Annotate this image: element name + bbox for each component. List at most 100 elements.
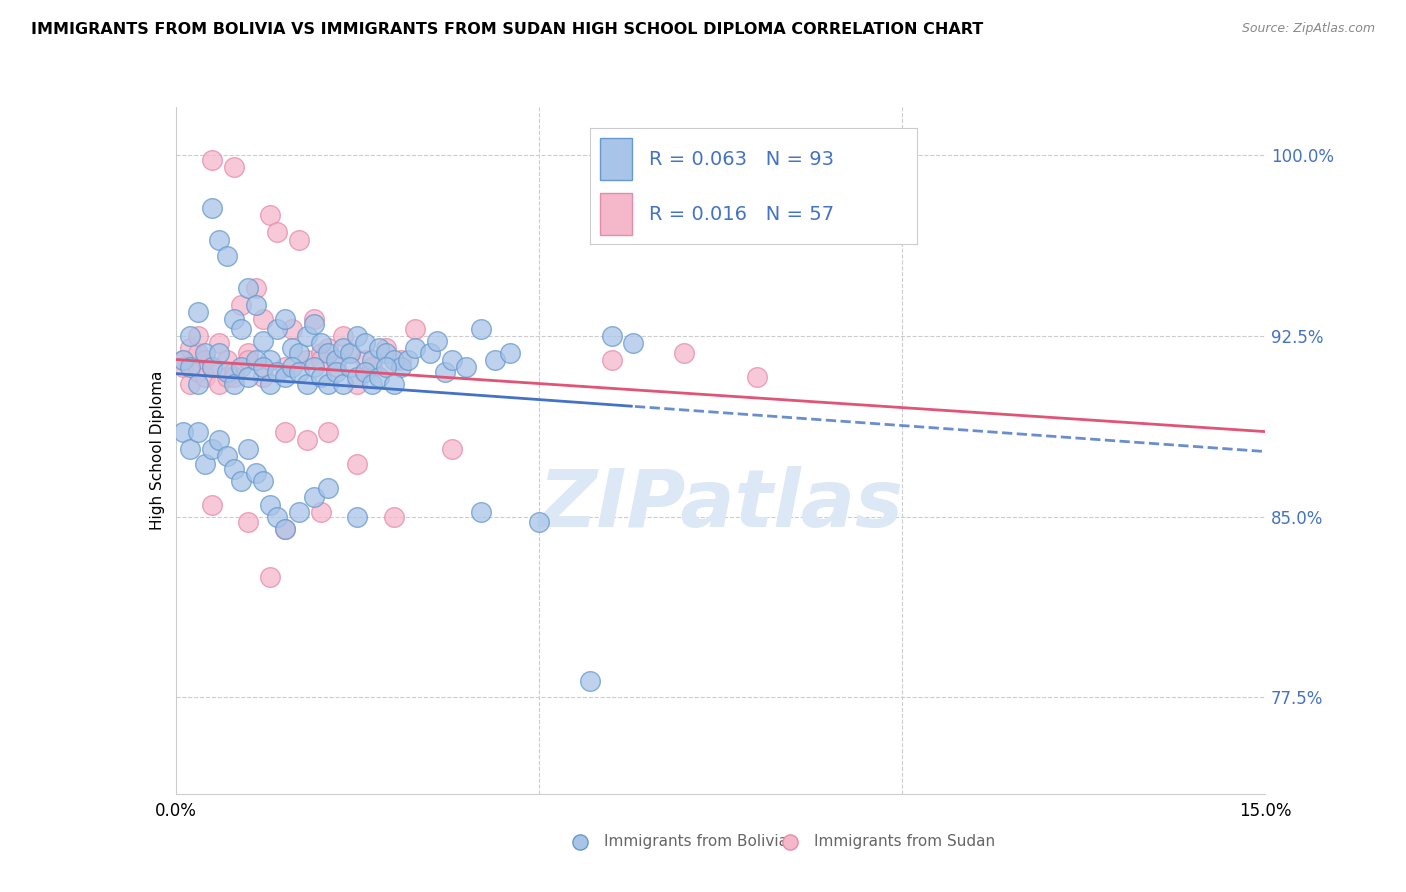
Y-axis label: High School Diploma: High School Diploma <box>149 371 165 530</box>
Point <box>252 360 274 375</box>
Point <box>318 425 340 440</box>
Point <box>456 360 478 375</box>
Point <box>259 353 281 368</box>
Point <box>179 377 201 392</box>
Point <box>375 341 398 355</box>
Point <box>245 467 267 481</box>
Point <box>360 353 382 368</box>
Point <box>309 505 332 519</box>
Point <box>231 360 253 375</box>
Point <box>295 329 318 343</box>
Point <box>208 336 231 351</box>
Point <box>281 360 304 375</box>
Point <box>186 365 209 379</box>
Point <box>440 353 463 368</box>
Point <box>215 365 238 379</box>
Text: ZIPatlas: ZIPatlas <box>538 467 903 544</box>
Point <box>186 377 209 392</box>
Point <box>215 450 238 464</box>
Point <box>360 360 382 375</box>
Point <box>288 233 311 247</box>
Point <box>600 353 623 368</box>
Point <box>440 442 463 457</box>
Point <box>231 298 253 312</box>
Point <box>194 457 217 471</box>
Point <box>309 336 332 351</box>
Point <box>222 161 245 175</box>
Point <box>382 377 405 392</box>
Point <box>201 153 224 167</box>
Point <box>295 377 318 392</box>
Point <box>252 370 274 384</box>
Point <box>302 491 325 505</box>
Point <box>332 341 354 355</box>
Point <box>259 209 281 223</box>
Point <box>281 341 304 355</box>
Point <box>302 317 325 331</box>
Point <box>201 360 224 375</box>
Point <box>375 360 398 375</box>
Point <box>215 370 238 384</box>
Point <box>353 353 375 368</box>
Point <box>194 353 217 368</box>
Point <box>259 377 281 392</box>
Point <box>426 334 449 348</box>
Point <box>222 377 245 392</box>
Point <box>405 322 427 336</box>
Point <box>238 370 260 384</box>
Point <box>194 370 217 384</box>
Point <box>360 377 382 392</box>
Point <box>346 370 368 384</box>
Point <box>245 298 267 312</box>
Point <box>238 281 260 295</box>
Point <box>288 505 311 519</box>
Point <box>389 353 412 368</box>
Point <box>172 425 194 440</box>
Point <box>368 341 391 355</box>
Point <box>274 425 297 440</box>
Point <box>318 481 340 495</box>
Point <box>179 341 201 355</box>
Point <box>318 341 340 355</box>
Point <box>179 442 201 457</box>
Point <box>405 341 427 355</box>
Point <box>579 673 602 688</box>
Point <box>172 353 194 368</box>
Point <box>353 365 375 379</box>
Point <box>252 312 274 326</box>
Point <box>266 322 288 336</box>
Point <box>295 353 318 368</box>
Point <box>470 322 492 336</box>
Point <box>274 312 297 326</box>
Point <box>266 365 288 379</box>
Point <box>302 312 325 326</box>
Point <box>186 329 209 343</box>
Point <box>222 370 245 384</box>
Point <box>172 360 194 375</box>
Point <box>179 329 201 343</box>
Point <box>274 370 297 384</box>
Point <box>245 353 267 368</box>
Point <box>201 201 224 215</box>
Point <box>484 353 506 368</box>
Point <box>396 353 419 368</box>
Point <box>238 346 260 360</box>
Point <box>194 346 217 360</box>
Point <box>325 365 347 379</box>
Point <box>673 346 696 360</box>
Point <box>201 360 224 375</box>
Point <box>368 370 391 384</box>
Point <box>231 474 253 488</box>
Point <box>252 334 274 348</box>
Point <box>274 522 297 536</box>
Point <box>252 474 274 488</box>
Point <box>600 329 623 343</box>
Text: Source: ZipAtlas.com: Source: ZipAtlas.com <box>1241 22 1375 36</box>
Point <box>309 353 332 368</box>
Point <box>339 346 361 360</box>
Point <box>179 360 201 375</box>
Point <box>346 377 368 392</box>
Point <box>208 433 231 447</box>
Point <box>295 433 318 447</box>
Point <box>745 370 768 384</box>
